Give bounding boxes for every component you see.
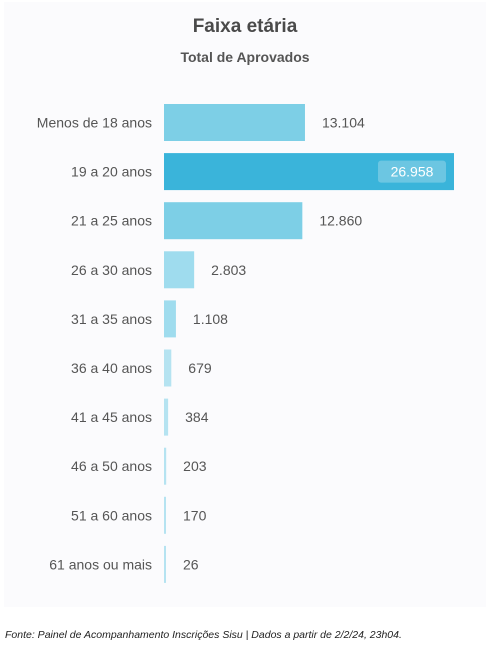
bar[interactable] <box>164 398 169 436</box>
bar[interactable] <box>164 545 166 583</box>
source-footnote: Fonte: Painel de Acompanhamento Inscriçõ… <box>5 629 402 641</box>
value-label: 203 <box>183 458 207 474</box>
chart-title: Faixa etária <box>192 16 298 37</box>
bar[interactable] <box>164 202 303 240</box>
bar[interactable] <box>164 300 176 338</box>
category-label: 46 a 50 anos <box>71 458 152 474</box>
category-label: 19 a 20 anos <box>71 164 152 180</box>
value-label: 12.860 <box>319 213 362 229</box>
value-label: 384 <box>185 409 209 425</box>
bar[interactable] <box>164 496 166 534</box>
value-label: 26 <box>183 556 199 572</box>
value-label: 1.108 <box>193 311 228 327</box>
category-label: 41 a 45 anos <box>71 409 152 425</box>
bar[interactable] <box>164 349 172 387</box>
value-label: 170 <box>183 507 207 523</box>
category-label: Menos de 18 anos <box>37 115 152 131</box>
category-label: 51 a 60 anos <box>71 507 152 523</box>
category-label: 31 a 35 anos <box>71 311 152 327</box>
value-label: 26.958 <box>391 164 434 180</box>
value-label-background <box>378 160 446 183</box>
value-label: 2.803 <box>211 262 246 278</box>
value-label: 679 <box>188 360 212 376</box>
bar[interactable] <box>164 447 167 485</box>
category-label: 36 a 40 anos <box>71 360 152 376</box>
category-label: 61 anos ou mais <box>49 556 152 572</box>
bar[interactable] <box>164 104 305 141</box>
bar-chart: Menos de 18 anos 13.104 19 a 20 anos 26.958… <box>37 104 454 583</box>
chart-subtitle: Total de Aprovados <box>180 49 310 65</box>
chart-panel: Faixa etária Total de Aprovados <box>4 2 486 607</box>
category-label: 21 a 25 anos <box>71 213 152 229</box>
value-label: 13.104 <box>322 115 365 131</box>
category-label: 26 a 30 anos <box>71 262 152 278</box>
bar[interactable] <box>164 251 195 289</box>
